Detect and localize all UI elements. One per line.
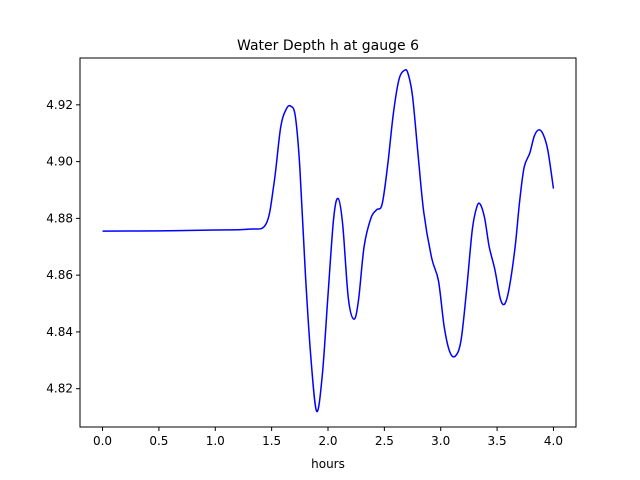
series-line-water-depth — [102, 68, 555, 413]
chart-title: Water Depth h at gauge 6 — [237, 38, 419, 54]
plot-area — [79, 57, 577, 428]
y-tick-label: 4.88 — [46, 211, 73, 225]
y-tick-label: 4.90 — [46, 155, 73, 169]
y-tick-label: 4.84 — [46, 325, 73, 339]
x-axis-label: hours — [311, 457, 345, 471]
x-tick-label: 3.5 — [488, 434, 507, 448]
x-tick-label: 2.0 — [318, 434, 337, 448]
x-tick-label: 2.5 — [375, 434, 394, 448]
x-tick-label: 1.5 — [262, 434, 281, 448]
x-tick-label: 1.0 — [206, 434, 225, 448]
y-tick-label: 4.92 — [46, 98, 73, 112]
y-tick-label: 4.82 — [46, 382, 73, 396]
x-tick-label: 3.0 — [431, 434, 450, 448]
x-axis: 0.0 0.5 1.0 1.5 2.0 2.5 3.0 3.5 4.0 — [93, 427, 563, 448]
x-tick-label: 0.0 — [93, 434, 112, 448]
y-tick-label: 4.86 — [46, 268, 73, 282]
y-axis: 4.82 4.84 4.86 4.88 4.90 4.92 — [46, 98, 80, 396]
x-tick-label: 4.0 — [544, 434, 563, 448]
x-tick-label: 0.5 — [149, 434, 168, 448]
